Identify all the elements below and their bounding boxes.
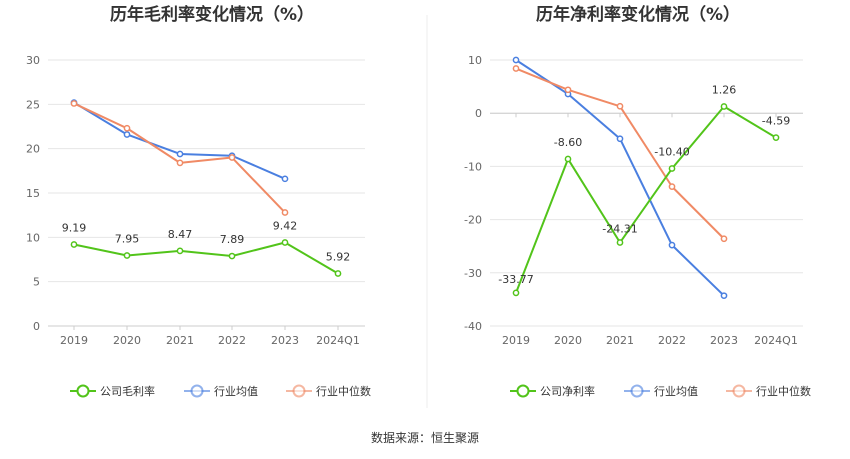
y-tick-label: -10	[464, 160, 482, 173]
legend-item: 行业中位数	[726, 384, 811, 398]
data-label: -4.59	[762, 115, 790, 128]
legend-swatch-marker	[516, 384, 530, 398]
data-label: -10.40	[654, 146, 689, 159]
x-tick-label: 2024Q1	[316, 334, 360, 347]
legend-swatch-marker	[732, 384, 746, 398]
data-point	[616, 239, 624, 246]
y-tick-label: 10	[468, 54, 482, 67]
data-point	[616, 135, 624, 143]
data-point	[512, 289, 520, 297]
data-point	[720, 235, 728, 243]
series-line-company	[73, 241, 339, 275]
x-tick-label: 2023	[271, 334, 299, 347]
series-line-company	[515, 105, 777, 294]
data-point	[281, 209, 289, 216]
data-point	[512, 56, 520, 64]
legend-label: 公司毛利率	[100, 384, 155, 398]
data-label: 7.95	[115, 233, 140, 246]
series-line-industry_median	[73, 102, 286, 214]
legend-swatch-marker	[190, 384, 204, 398]
data-point	[176, 150, 184, 158]
series-line-industry_avg	[515, 59, 725, 297]
data-point	[176, 247, 184, 255]
y-tick-label: 10	[26, 231, 40, 244]
data-point	[281, 175, 289, 183]
legend-item: 行业均值	[624, 384, 698, 398]
x-tick-label: 2019	[60, 334, 88, 347]
data-point	[281, 239, 289, 246]
legend-label: 行业均值	[654, 385, 698, 398]
y-tick-label: -20	[464, 214, 482, 227]
data-point	[512, 65, 520, 72]
data-label: -24.31	[602, 223, 637, 236]
y-tick-label: -40	[464, 320, 482, 333]
x-tick-label: 2020	[554, 334, 582, 347]
data-label: 9.19	[62, 222, 87, 235]
x-tick-label: 2021	[166, 334, 194, 347]
y-tick-label: 0	[33, 320, 40, 333]
x-tick-label: 2022	[218, 334, 246, 347]
data-label: 9.42	[273, 219, 298, 232]
chart-panel-1: 历年毛利率变化情况（%） 0 5 10 15 20 25 30 2019 2020 2021 2022…	[26, 4, 371, 398]
data-point	[70, 241, 78, 248]
data-label: -33.77	[498, 273, 533, 286]
y-tick-label: -30	[464, 267, 482, 280]
chart-title: 历年净利率变化情况（%）	[536, 4, 740, 25]
source-note: 数据来源：恒生聚源	[371, 430, 479, 445]
x-tick-label: 2019	[502, 334, 530, 347]
legend-label: 行业中位数	[756, 384, 811, 398]
legend-swatch-marker	[292, 384, 306, 398]
data-point	[334, 270, 342, 277]
legend-item: 行业中位数	[286, 384, 371, 398]
data-point	[123, 252, 131, 259]
legend-item: 行业均值	[184, 384, 258, 398]
data-point	[70, 100, 78, 107]
legend-swatch-marker	[630, 384, 644, 398]
data-label: 1.26	[712, 83, 737, 96]
data-point	[720, 292, 728, 300]
x-tick-label: 2022	[658, 334, 686, 347]
y-tick-label: 20	[26, 143, 40, 156]
x-tick-label: 2023	[710, 334, 738, 347]
legend-item: 公司毛利率	[70, 384, 155, 398]
legend-label: 行业中位数	[316, 384, 371, 398]
data-point	[123, 124, 131, 132]
y-tick-label: 30	[26, 54, 40, 67]
legend-label: 公司净利率	[540, 384, 595, 398]
data-point	[564, 86, 572, 94]
data-point	[668, 241, 676, 249]
y-tick-label: 25	[26, 98, 40, 111]
data-point	[668, 165, 676, 172]
x-tick-label: 2024Q1	[754, 334, 798, 347]
data-point	[564, 155, 572, 163]
chart-panel-2: 历年净利率变化情况（%） -40 -30 -20 -10 0 10 2019 2020 2021 2…	[464, 4, 811, 398]
x-tick-label: 2020	[113, 334, 141, 347]
legend-label: 行业均值	[214, 385, 258, 398]
legend-item: 公司净利率	[510, 384, 595, 398]
data-label: 8.47	[168, 228, 193, 241]
data-point	[616, 102, 624, 110]
data-point	[772, 134, 780, 141]
legend-swatch-marker	[76, 384, 90, 398]
data-point	[228, 252, 236, 260]
data-point	[668, 183, 676, 190]
data-label: 5.92	[326, 251, 351, 264]
series-line-industry_avg	[73, 101, 286, 180]
data-point	[123, 131, 131, 138]
data-point	[176, 159, 184, 167]
y-tick-label: 15	[26, 187, 40, 200]
data-point	[228, 154, 236, 161]
x-tick-label: 2021	[606, 334, 634, 347]
y-tick-label: 0	[475, 107, 482, 120]
data-label: -8.60	[554, 136, 582, 149]
chart-title: 历年毛利率变化情况（%）	[110, 4, 314, 25]
data-point	[720, 103, 728, 110]
y-tick-label: 5	[33, 276, 40, 289]
data-label: 7.89	[220, 233, 245, 246]
